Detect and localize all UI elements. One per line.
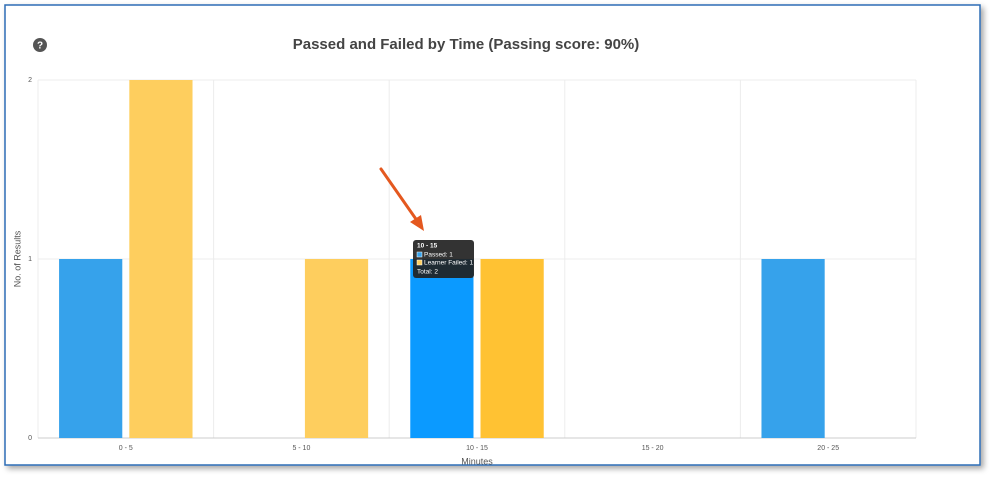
bar xyxy=(59,259,123,438)
bar xyxy=(761,259,825,438)
tooltip-bg xyxy=(413,240,474,278)
y-tick-label: 0 xyxy=(28,435,32,442)
chart-title: Passed and Failed by Time (Passing score… xyxy=(293,36,640,53)
tooltip-title: 10 - 15 xyxy=(417,243,438,250)
x-tick-label: 5 - 10 xyxy=(292,445,310,452)
tooltip-swatch xyxy=(416,251,423,258)
x-tick-label: 20 - 25 xyxy=(817,445,839,452)
y-tick-label: 2 xyxy=(28,77,32,84)
y-axis-label: No. of Results xyxy=(12,230,22,287)
x-tick-label: 10 - 15 xyxy=(466,445,488,452)
plot-area: 0 1 2 0 - 5 5 - 10 10 - 15 15 - 20 20 - 25 xyxy=(28,77,917,452)
bar xyxy=(480,259,544,438)
x-axis-label: Minutes xyxy=(461,456,493,466)
tooltip-swatch xyxy=(416,259,423,266)
y-tick-label: 1 xyxy=(28,256,32,263)
x-tick-label: 0 - 5 xyxy=(119,445,133,452)
tooltip: 10 - 15 Passed: 1 Learner Failed: 1 Tota… xyxy=(413,240,474,278)
help-icon[interactable]: ? xyxy=(37,41,43,52)
annotation-arrow xyxy=(379,167,424,231)
tooltip-line: Learner Failed: 1 xyxy=(424,260,474,267)
tooltip-total: Total: 2 xyxy=(417,269,438,276)
bar xyxy=(304,259,369,438)
help-icon-bg[interactable] xyxy=(33,38,47,52)
bar xyxy=(410,259,474,438)
x-tick-label: 15 - 20 xyxy=(642,445,664,452)
tooltip-line: Passed: 1 xyxy=(424,252,453,259)
bar xyxy=(129,80,193,438)
